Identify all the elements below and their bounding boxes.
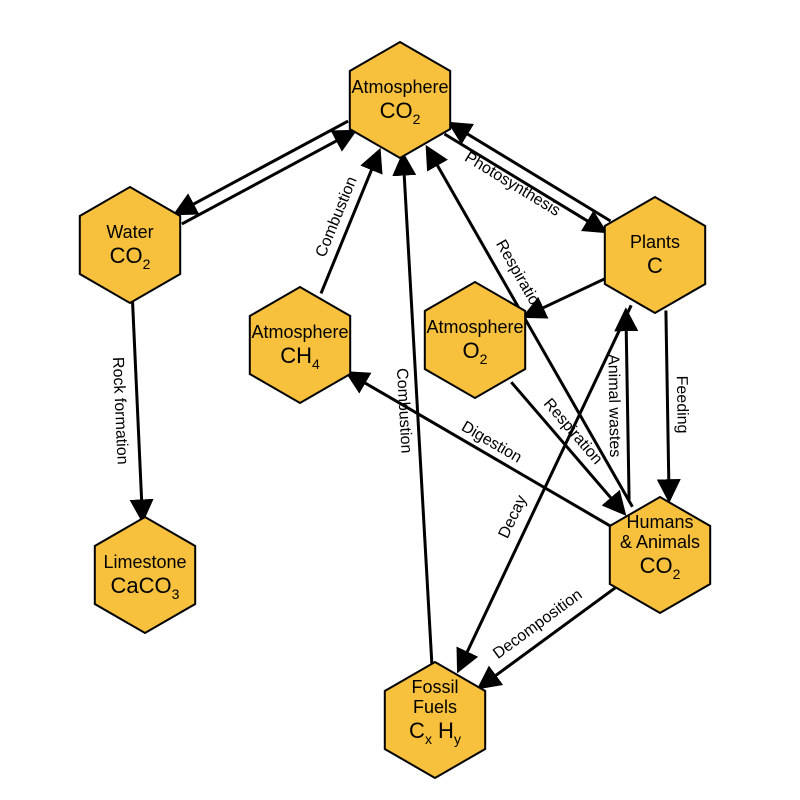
node-formula: Cx Hy: [409, 718, 461, 747]
node-formula: CaCO3: [111, 573, 180, 602]
edge-label-plants-humans: Feeding: [673, 376, 691, 434]
edge-label-fossil-atm_co2: Combustion: [393, 368, 415, 454]
edge-plants-humans: [666, 311, 669, 500]
edge-label-plants-fossil: Decay: [496, 493, 531, 541]
node-title: Humans: [626, 512, 693, 532]
node-atm_ch4: AtmosphereCH4: [250, 287, 350, 403]
node-humans: Humans& AnimalsCO2: [610, 497, 710, 613]
edge-water-atm_co2: [182, 132, 354, 224]
node-plants: PlantsC: [605, 197, 705, 313]
node-title: Fossil: [411, 677, 458, 697]
edge-water-limestone: [133, 301, 143, 520]
node-title: Water: [106, 222, 153, 242]
node-water: WaterCO2: [80, 187, 180, 303]
node-formula: C: [647, 253, 663, 278]
node-title: Fuels: [413, 697, 457, 717]
node-title: Atmosphere: [426, 317, 523, 337]
node-atm_o2: AtmosphereO2: [425, 282, 525, 398]
edge-label-atm_o2-humans: Respiration: [540, 395, 606, 467]
node-title: Plants: [630, 232, 680, 252]
edge-label-humans-fossil: Decomposition: [490, 586, 585, 662]
edge-atm_co2-water: [176, 121, 348, 213]
node-title: Limestone: [103, 552, 186, 572]
node-title: Atmosphere: [251, 322, 348, 342]
edge-plants-atm_co2: [451, 124, 611, 221]
node-limestone: LimestoneCaCO3: [95, 517, 195, 633]
node-title: Atmosphere: [351, 77, 448, 97]
node-fossil: FossilFuelsCx Hy: [385, 662, 485, 778]
edge-label-humans-plants: Animal wastes: [604, 354, 623, 457]
carbon-cycle-diagram: AtmosphereCO2WaterCO2PlantsCAtmosphereCH…: [0, 0, 800, 800]
edge-label-water-limestone: Rock formation: [109, 357, 131, 465]
node-title: & Animals: [620, 532, 700, 552]
node-atm_co2: AtmosphereCO2: [350, 42, 450, 158]
edge-humans-fossil: [480, 588, 615, 687]
edge-humans-plants: [626, 311, 629, 500]
